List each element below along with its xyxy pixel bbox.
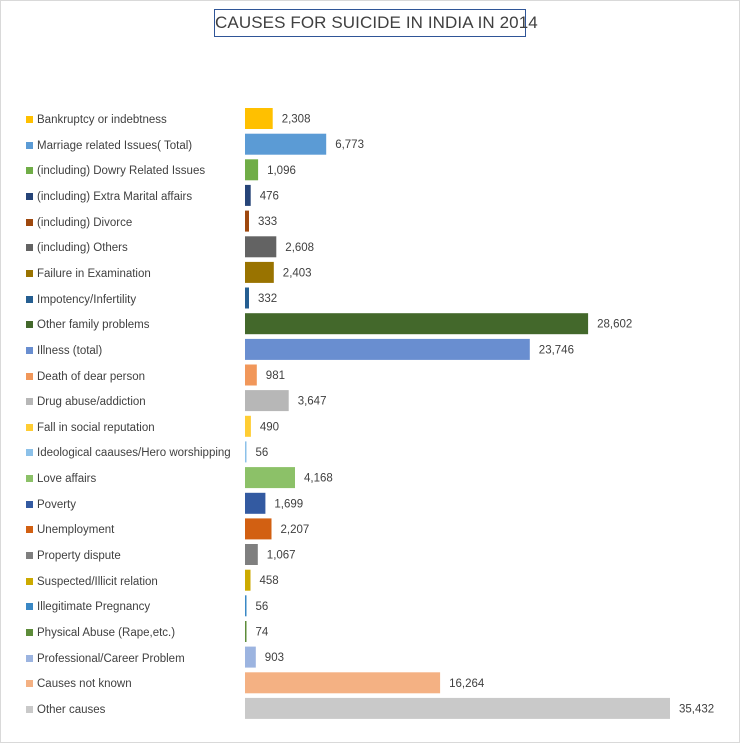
legend-label: Death of dear person bbox=[37, 370, 146, 383]
bar bbox=[245, 390, 289, 412]
bar bbox=[245, 133, 327, 155]
data-label: 1,067 bbox=[267, 550, 296, 562]
bar bbox=[245, 697, 670, 719]
bar bbox=[245, 467, 295, 489]
bar bbox=[245, 261, 274, 283]
legend-swatch bbox=[26, 372, 33, 380]
legend-swatch bbox=[26, 654, 33, 662]
legend-swatch bbox=[26, 321, 33, 329]
data-label: 16,264 bbox=[449, 678, 485, 690]
legend-label: Failure in Examination bbox=[37, 267, 151, 280]
legend-label: Suspected/Illicit relation bbox=[37, 575, 158, 588]
bar bbox=[245, 595, 247, 617]
bar bbox=[245, 108, 273, 129]
data-label: 56 bbox=[256, 447, 269, 459]
legend-label: Drug abuse/addiction bbox=[37, 396, 146, 409]
legend-swatch bbox=[26, 346, 33, 354]
data-label: 333 bbox=[258, 216, 277, 228]
legend-swatch bbox=[26, 398, 33, 406]
bar bbox=[245, 672, 441, 694]
legend-label: Illegitimate Pregnancy bbox=[37, 601, 151, 614]
bar bbox=[245, 544, 258, 565]
data-label: 458 bbox=[260, 575, 279, 587]
legend-label: Poverty bbox=[37, 498, 76, 511]
legend-swatch bbox=[26, 526, 33, 534]
legend-swatch bbox=[26, 141, 33, 149]
legend-swatch bbox=[26, 218, 33, 226]
bar bbox=[245, 364, 257, 386]
legend-swatch bbox=[26, 192, 33, 200]
bar bbox=[245, 287, 249, 309]
legend-label: Other family problems bbox=[37, 319, 150, 332]
legend-label: Fall in social reputation bbox=[37, 421, 155, 434]
bar bbox=[245, 569, 251, 591]
legend-swatch bbox=[26, 295, 33, 303]
data-label: 2,608 bbox=[285, 242, 314, 254]
data-label: 1,699 bbox=[274, 498, 303, 510]
bar bbox=[245, 646, 256, 668]
legend-swatch bbox=[26, 423, 33, 431]
legend-label: (including) Extra Marital affairs bbox=[37, 190, 193, 203]
legend-swatch bbox=[26, 552, 33, 559]
legend-swatch bbox=[26, 705, 33, 713]
bar bbox=[245, 313, 589, 335]
bar bbox=[245, 415, 251, 437]
legend-label: (including) Dowry Related Issues bbox=[37, 165, 206, 178]
data-label: 490 bbox=[260, 421, 279, 433]
legend-label: Professional/Career Problem bbox=[37, 652, 185, 665]
data-label: 2,403 bbox=[283, 267, 312, 279]
bar bbox=[245, 338, 530, 360]
legend-label: (including) Divorce bbox=[37, 216, 133, 229]
bar bbox=[245, 518, 272, 540]
bar bbox=[245, 441, 247, 463]
legend-swatch bbox=[26, 449, 33, 457]
legend-swatch bbox=[26, 475, 33, 483]
legend-swatch bbox=[26, 603, 33, 611]
legend-swatch bbox=[26, 577, 33, 585]
bar bbox=[245, 184, 251, 206]
bar bbox=[245, 621, 247, 642]
data-label: 2,308 bbox=[282, 114, 311, 126]
legend-swatch bbox=[26, 629, 33, 636]
data-label: 1,096 bbox=[267, 165, 296, 177]
legend-swatch bbox=[26, 269, 33, 277]
data-label: 3,647 bbox=[298, 396, 327, 408]
data-label: 2,207 bbox=[281, 524, 310, 536]
data-label: 476 bbox=[260, 190, 279, 202]
bar bbox=[245, 236, 277, 258]
legend-label: (including) Others bbox=[37, 242, 128, 255]
legend-label: Bankruptcy or indebtness bbox=[37, 114, 167, 126]
legend-label: Unemployment bbox=[37, 524, 115, 537]
legend-label: Causes not known bbox=[37, 678, 132, 691]
data-label: 23,746 bbox=[539, 344, 574, 356]
bar bbox=[245, 159, 259, 181]
legend-label: Marriage related Issues( Total) bbox=[37, 139, 193, 152]
data-label: 28,602 bbox=[597, 319, 632, 331]
bar bbox=[245, 492, 266, 514]
data-label: 4,168 bbox=[304, 473, 333, 485]
legend-label: Love affairs bbox=[37, 473, 97, 486]
legend-label: Physical Abuse (Rape,etc.) bbox=[37, 627, 176, 639]
data-label: 56 bbox=[256, 601, 269, 613]
legend-swatch bbox=[26, 116, 33, 123]
legend-swatch bbox=[26, 500, 33, 508]
chart-title: CAUSES FOR SUICIDE IN INDIA IN 2014 bbox=[214, 9, 538, 37]
data-label: 332 bbox=[258, 293, 277, 305]
legend-swatch bbox=[26, 167, 33, 175]
data-label: 981 bbox=[266, 370, 285, 382]
legend-swatch bbox=[26, 680, 33, 688]
bar bbox=[245, 210, 249, 232]
legend-label: Impotency/Infertility bbox=[37, 293, 137, 306]
legend-label: Illness (total) bbox=[37, 344, 103, 357]
legend-label: Property dispute bbox=[37, 550, 121, 562]
data-label: 35,432 bbox=[679, 703, 714, 715]
legend-label: Other causes bbox=[37, 703, 106, 716]
data-label: 903 bbox=[265, 652, 284, 664]
legend-swatch bbox=[26, 244, 33, 252]
legend-label: Ideological caauses/Hero worshipping bbox=[37, 447, 231, 460]
data-label: 74 bbox=[256, 627, 269, 639]
data-label: 6,773 bbox=[335, 139, 364, 151]
